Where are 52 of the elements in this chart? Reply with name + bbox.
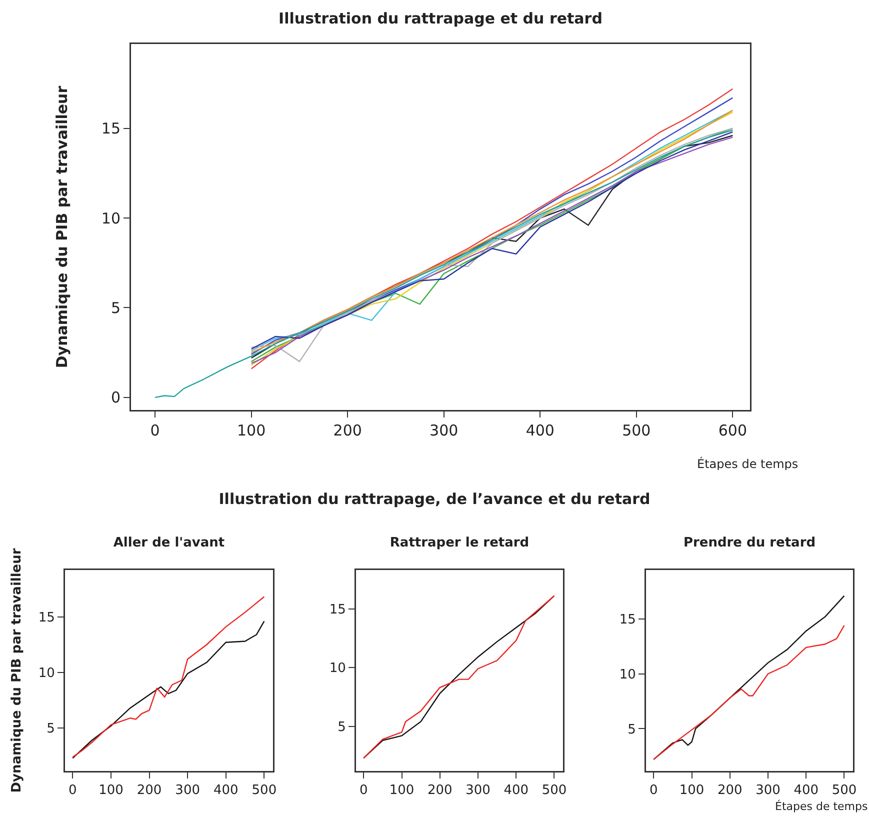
y-tick-label: 15 — [619, 612, 636, 628]
x-tick-label: 400 — [794, 783, 819, 798]
x-axis-title: Étapes de temps — [775, 799, 868, 813]
x-tick-label: 300 — [466, 783, 490, 798]
y-tick-label: 10 — [101, 209, 120, 228]
x-tick-label: 300 — [430, 422, 458, 440]
chart-title: Aller de l'avant — [113, 536, 225, 551]
x-tick-label: 500 — [832, 783, 857, 798]
line-series — [72, 620, 265, 759]
x-tick-label: 500 — [252, 783, 277, 798]
y-tick-label: 5 — [628, 722, 636, 738]
chart-title: Rattraper le retard — [390, 536, 530, 551]
y-tick-label: 5 — [46, 722, 55, 737]
x-tick-label: 100 — [389, 783, 414, 798]
x-tick-label: 400 — [526, 422, 554, 440]
y-axis-title: Dynamique du PIB par travailleur — [52, 85, 71, 368]
line-series — [653, 595, 845, 760]
x-tick-label: 300 — [175, 783, 200, 798]
y-tick-label: 15 — [329, 602, 346, 618]
x-tick-label: 100 — [237, 422, 266, 440]
y-tick-label: 10 — [619, 667, 636, 682]
x-tick-label: 200 — [333, 422, 362, 440]
y-tick-label: 15 — [101, 120, 120, 138]
y-tick-label: 10 — [38, 666, 55, 681]
x-tick-label: 600 — [718, 422, 747, 440]
line-series — [154, 130, 734, 398]
chart-title: Illustration du rattrapage et du retard — [278, 9, 602, 28]
text: Illustration du rattrapage, de l’avance et du retard — [218, 490, 652, 508]
line-series — [653, 624, 845, 760]
line-series — [363, 595, 555, 759]
x-tick-label: 200 — [427, 783, 452, 798]
y-tick-label: 5 — [110, 298, 120, 317]
x-tick-label: 500 — [622, 422, 651, 440]
x-tick-label: 400 — [504, 783, 529, 798]
y-tick-label: 10 — [329, 661, 346, 676]
y-tick-label: 5 — [338, 720, 346, 735]
x-tick-label: 0 — [649, 783, 658, 798]
y-tick-label: 0 — [110, 388, 120, 407]
x-tick-label: 0 — [359, 783, 368, 798]
x-tick-label: 0 — [68, 783, 77, 798]
x-tick-label: 400 — [213, 783, 238, 798]
y-tick-label: 15 — [38, 610, 55, 626]
x-tick-label: 100 — [679, 783, 704, 798]
chart-title: Prendre du retard — [683, 536, 816, 551]
x-tick-label: 200 — [136, 783, 162, 798]
x-tick-label: 100 — [98, 783, 124, 798]
x-tick-label: 0 — [150, 422, 160, 440]
y-axis-title: Dynamique du PIB par travailleur — [10, 548, 25, 793]
x-tick-label: 500 — [542, 783, 567, 798]
line-series — [72, 596, 265, 758]
x-tick-label: 300 — [756, 783, 780, 798]
x-tick-label: 200 — [717, 783, 742, 798]
